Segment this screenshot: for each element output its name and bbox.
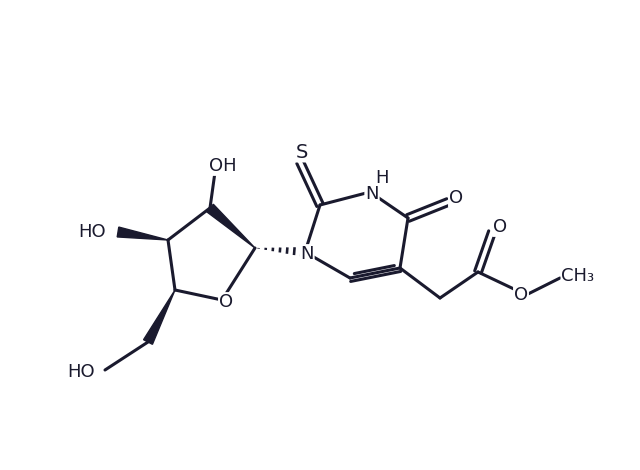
Text: HO: HO <box>78 223 106 241</box>
Text: O: O <box>219 293 233 311</box>
Polygon shape <box>143 290 175 345</box>
Text: OH: OH <box>209 157 237 175</box>
Text: N: N <box>365 185 379 203</box>
Text: O: O <box>514 286 528 304</box>
Polygon shape <box>117 227 168 240</box>
Polygon shape <box>207 204 255 248</box>
Text: S: S <box>296 142 308 162</box>
Text: O: O <box>449 189 463 207</box>
Text: N: N <box>300 245 314 263</box>
Text: O: O <box>493 218 507 236</box>
Text: CH₃: CH₃ <box>561 267 595 285</box>
Text: HO: HO <box>67 363 95 381</box>
Text: H: H <box>375 169 388 187</box>
